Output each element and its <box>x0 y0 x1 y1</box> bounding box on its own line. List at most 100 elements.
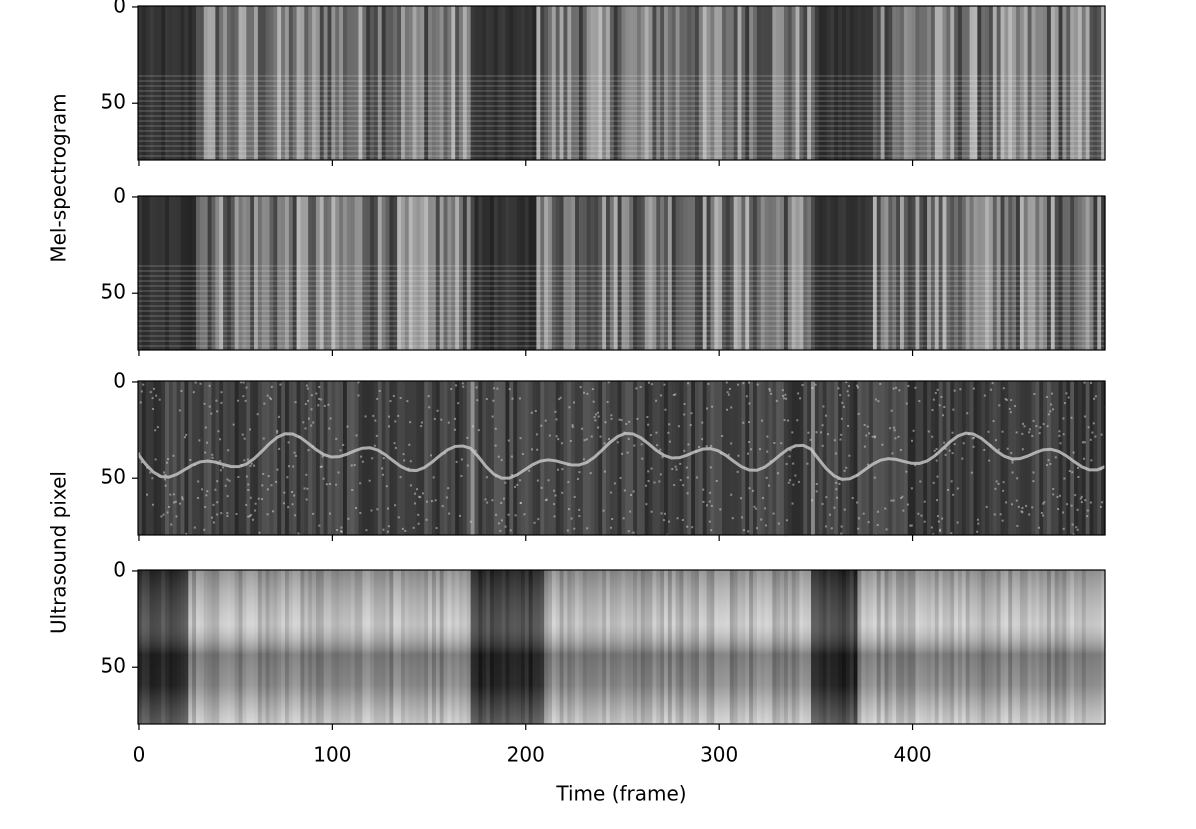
texture <box>279 383 282 386</box>
texture <box>491 499 494 502</box>
texture <box>226 381 232 535</box>
texture <box>1076 466 1079 469</box>
texture <box>903 196 909 350</box>
texture <box>987 430 990 433</box>
texture <box>698 196 704 350</box>
texture <box>880 6 886 160</box>
texture <box>892 499 895 502</box>
texture <box>602 509 605 512</box>
texture <box>418 495 421 498</box>
texture <box>493 381 499 535</box>
texture <box>896 381 901 535</box>
texture <box>1062 417 1065 420</box>
texture <box>358 196 363 350</box>
texture <box>193 526 196 529</box>
texture <box>604 470 607 473</box>
texture <box>381 473 384 476</box>
texture <box>1052 487 1055 490</box>
texture <box>586 527 589 530</box>
texture <box>160 515 163 518</box>
texture <box>650 467 653 470</box>
texture <box>269 196 274 350</box>
texture <box>892 6 897 160</box>
texture <box>412 196 418 350</box>
texture <box>406 400 409 403</box>
texture <box>561 491 564 494</box>
texture <box>977 196 982 350</box>
texture <box>923 520 926 523</box>
texture <box>1066 503 1069 506</box>
texture <box>590 196 596 350</box>
texture <box>1047 459 1050 462</box>
texture <box>849 6 855 160</box>
texture <box>1091 431 1094 434</box>
texture <box>559 396 562 399</box>
texture <box>455 460 458 463</box>
texture <box>242 395 245 398</box>
texture <box>389 196 394 350</box>
texture <box>306 399 309 402</box>
texture <box>901 495 904 498</box>
texture <box>907 196 913 350</box>
texture <box>273 381 278 535</box>
texture <box>346 196 352 350</box>
texture <box>1054 6 1060 160</box>
texture <box>991 382 994 385</box>
texture <box>315 392 318 395</box>
texture <box>294 454 297 457</box>
texture <box>524 196 530 350</box>
texture <box>246 458 249 461</box>
texture <box>235 513 238 516</box>
texture <box>1062 433 1065 436</box>
texture <box>296 196 302 350</box>
texture <box>188 196 193 350</box>
texture <box>837 387 840 390</box>
texture <box>540 424 543 427</box>
texture <box>942 381 948 535</box>
texture <box>683 381 688 535</box>
texture <box>702 381 708 535</box>
texture <box>477 429 480 432</box>
texture <box>327 403 330 406</box>
texture <box>998 404 1001 407</box>
texture <box>310 408 313 411</box>
texture <box>628 420 631 423</box>
texture <box>462 385 465 388</box>
texture <box>815 490 818 493</box>
texture <box>849 381 855 535</box>
texture <box>215 196 220 350</box>
texture <box>694 381 700 535</box>
texture <box>394 446 397 449</box>
texture <box>339 6 344 160</box>
texture <box>659 473 662 476</box>
texture <box>1023 6 1029 160</box>
texture <box>242 381 247 535</box>
texture <box>1042 514 1045 517</box>
texture <box>439 381 445 535</box>
texture <box>397 381 402 535</box>
texture <box>1074 494 1077 497</box>
texture <box>331 6 336 160</box>
texture <box>1097 196 1102 350</box>
texture <box>683 6 688 160</box>
texture <box>893 429 896 432</box>
texture <box>606 6 611 160</box>
texture <box>303 487 306 490</box>
texture <box>950 381 955 535</box>
texture <box>1086 515 1089 518</box>
texture <box>284 6 290 160</box>
texture <box>151 397 154 400</box>
texture <box>561 468 564 471</box>
texture <box>343 381 348 535</box>
texture <box>667 196 673 350</box>
texture <box>412 381 418 535</box>
texture <box>265 381 271 535</box>
texture <box>766 450 769 453</box>
texture <box>821 424 824 427</box>
texture <box>698 446 701 449</box>
texture <box>773 442 776 445</box>
texture <box>482 381 487 535</box>
texture <box>942 196 948 350</box>
texture <box>359 482 362 485</box>
texture <box>454 428 457 431</box>
